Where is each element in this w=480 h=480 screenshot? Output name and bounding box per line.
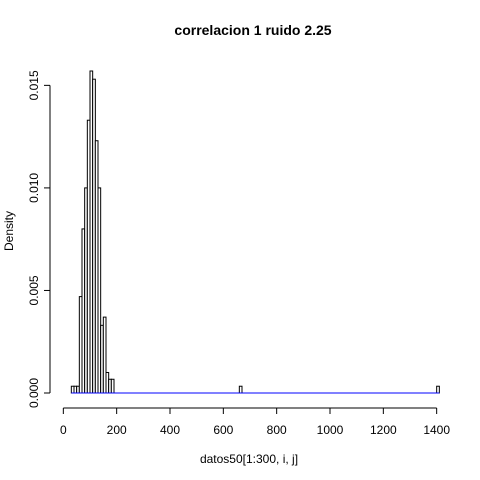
chart-title: correlacion 1 ruido 2.25 [174,22,331,38]
histogram-bars [70,70,440,394]
y-axis-label: Density [2,211,16,251]
x-tick-label: 1200 [370,423,397,437]
y-tick-label: 0.010 [27,173,41,203]
x-tick-label: 1000 [317,423,344,437]
y-axis: 0.000 0.005 0.010 0.015 [27,70,51,408]
x-tick-label: 200 [107,423,127,437]
x-axis-label: datos50[1:300, i, j] [200,452,298,466]
x-tick-label: 1400 [423,423,450,437]
y-tick-label: 0.000 [27,378,41,408]
histogram-bar [436,385,440,394]
x-axis: 0 200 400 600 800 1000 1200 1400 [60,407,450,437]
x-tick-label: 600 [213,423,233,437]
histogram-bar [110,378,115,394]
y-tick-label: 0.005 [27,275,41,305]
x-tick-label: 800 [267,423,287,437]
histogram-bar [238,385,243,394]
y-tick-label: 0.015 [27,70,41,100]
x-tick-label: 0 [60,423,67,437]
x-tick-label: 400 [160,423,180,437]
